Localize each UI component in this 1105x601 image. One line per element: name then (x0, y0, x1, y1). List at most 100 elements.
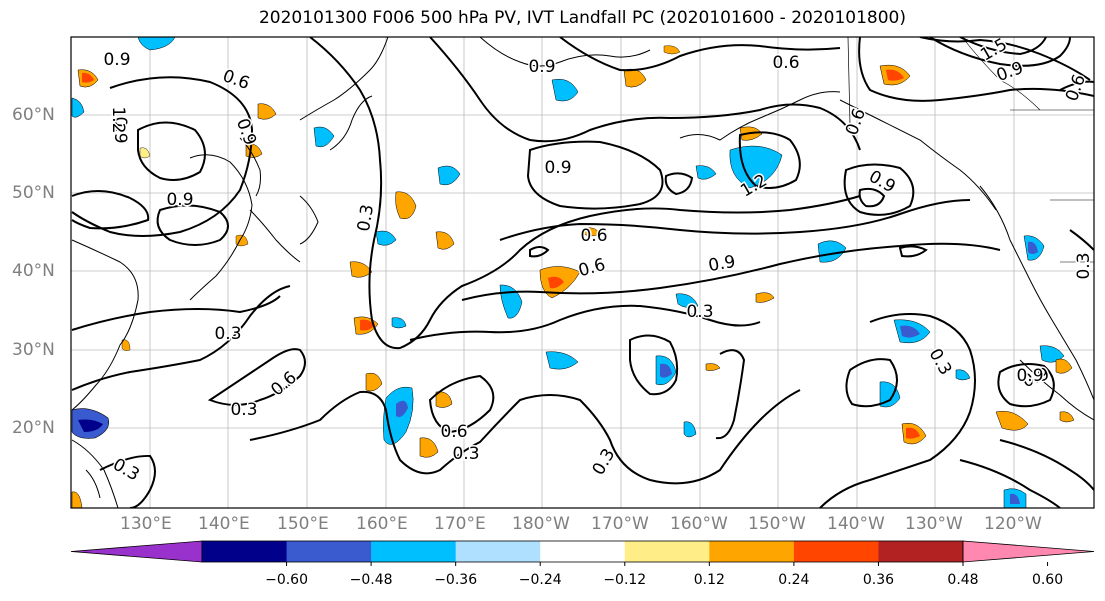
negative-anomaly-patch (1028, 241, 1038, 254)
pv-contour (898, 245, 928, 258)
positive-anomaly-patch (755, 292, 775, 303)
pv-contour (71, 76, 254, 237)
colorbar-segment (709, 541, 795, 562)
pv-contour (999, 439, 1094, 491)
pv-contour (559, 37, 841, 72)
lon-tick-label: 140°E (198, 514, 250, 534)
contour-label: 1.2 (108, 106, 128, 133)
plot-frame (70, 36, 1095, 509)
pv-contour (715, 349, 746, 440)
map-title: 2020101300 F006 500 hPa PV, IVT Landfall… (258, 8, 906, 28)
positive-anomaly-patch (419, 437, 439, 458)
negative-anomaly-patch (729, 145, 783, 189)
colorbar-extend-high (962, 540, 1095, 563)
contour-label: 0.9 (103, 50, 130, 70)
positive-anomaly-patch (360, 319, 374, 331)
lon-tick-label: 160°E (356, 514, 408, 534)
pv-contour (309, 37, 861, 350)
contour-label: 0.9 (544, 158, 571, 178)
colorbar-tick-label: −0.24 (518, 572, 562, 588)
colorbar-tick-label: 0.12 (693, 572, 725, 588)
contour-label: 0.9 (1016, 366, 1043, 386)
pv-contour (738, 131, 801, 189)
colorbar-tick-label: 0.24 (778, 572, 810, 588)
positive-anomaly-patch (435, 391, 453, 408)
positive-anomaly-patch (1055, 358, 1073, 374)
pv-contour (249, 389, 801, 485)
pv-anomaly-shading (71, 37, 1075, 508)
contour-label: 0.3 (686, 302, 713, 322)
lon-tick-label: 130°E (120, 514, 172, 534)
lon-tick-label: 140°W (827, 514, 885, 534)
colorbar-tick-label: 0.36 (862, 572, 895, 588)
negative-anomaly-patch (695, 165, 717, 180)
positive-anomaly-patch (1059, 411, 1075, 423)
pv-contour (664, 172, 694, 196)
negative-anomaly-patch (375, 230, 397, 246)
lon-tick-label: 150°E (277, 514, 329, 534)
pv-contour (526, 140, 664, 210)
colorbar-segment (286, 541, 372, 562)
positive-anomaly-patch (886, 69, 904, 81)
negative-anomaly-patch (1010, 493, 1020, 504)
colorbar-segment (371, 541, 457, 562)
pv-contour (845, 358, 898, 408)
pv-contour (499, 199, 971, 241)
positive-anomaly-patch (365, 372, 383, 392)
negative-anomaly-patch (900, 325, 920, 338)
pv-contour (429, 37, 861, 151)
colorbar-segment (793, 541, 879, 562)
colorbar-segment (202, 541, 288, 562)
pv-contour (428, 374, 495, 434)
pv-contour (409, 304, 761, 341)
contour-label: 0.9 (110, 116, 130, 143)
plot-background (71, 37, 1094, 508)
colorbar-frame (201, 540, 964, 563)
positive-anomaly-patch (71, 491, 83, 508)
negative-anomaly-patch (660, 363, 672, 378)
colorbar-extend-low (70, 540, 203, 563)
pv-contour (858, 37, 1094, 102)
pv-contour (71, 295, 281, 331)
colorbar-tick-label: 0.48 (947, 572, 979, 588)
pv-contour (629, 334, 679, 396)
colorbar-segment (624, 541, 710, 562)
lon-tick-label: 130°W (905, 514, 963, 534)
positive-anomaly-patch (121, 339, 131, 351)
lon-tick-label: 170°E (434, 514, 486, 534)
negative-anomaly-patch (437, 165, 461, 186)
negative-anomaly-patch (551, 79, 579, 102)
pv-contour (1059, 80, 1094, 91)
lon-tick-label: 180°W (512, 514, 570, 534)
pv-contour (71, 285, 291, 391)
positive-anomaly-patch (583, 227, 601, 237)
pv-contour (1069, 229, 1094, 251)
negative-anomaly-patch (396, 400, 408, 417)
lat-tick-label: 60°N (12, 105, 55, 125)
positive-anomaly-patch (663, 45, 681, 55)
lat-tick-label: 30°N (12, 340, 55, 360)
pv-contour (156, 204, 229, 246)
contour-label: 0.3 (1074, 252, 1094, 279)
negative-anomaly-patch (1039, 345, 1065, 363)
contour-label: 0.9 (528, 57, 555, 77)
pv-contour (959, 459, 1061, 508)
lat-tick-label: 50°N (12, 183, 55, 203)
lat-tick-label: 20°N (12, 418, 55, 438)
positive-anomaly-patch (257, 103, 277, 120)
pv-contour (819, 313, 976, 508)
colorbar-segment (540, 541, 626, 562)
pv-contour (461, 242, 1001, 301)
colorbar-tick-label: −0.12 (603, 572, 647, 588)
positive-anomaly-patch (995, 411, 1029, 431)
contour-label: 0.6 (440, 422, 467, 442)
positive-anomaly-patch (395, 191, 417, 219)
negative-anomaly-patch (545, 351, 579, 370)
contour-label: 0.6 (580, 226, 607, 246)
negative-anomaly-patch (683, 421, 697, 438)
colorbar-tick-label: −0.60 (265, 572, 308, 588)
lon-tick-label: 160°W (670, 514, 728, 534)
negative-anomaly-patch (675, 293, 699, 308)
lon-tick-label: 120°W (984, 514, 1042, 534)
positive-anomaly-patch (705, 363, 721, 371)
